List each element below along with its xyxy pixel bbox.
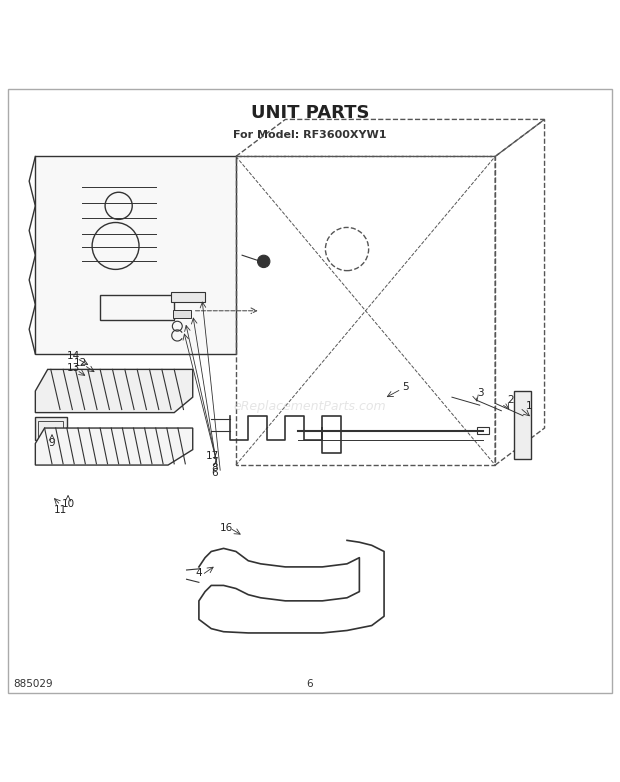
Text: 14: 14 — [66, 351, 79, 361]
Polygon shape — [35, 428, 193, 465]
Text: 6: 6 — [211, 468, 218, 478]
Bar — [173, 310, 192, 318]
Text: 885029: 885029 — [14, 679, 53, 688]
Text: 6: 6 — [307, 679, 313, 688]
Bar — [514, 391, 531, 459]
Bar — [35, 417, 68, 440]
Text: 17: 17 — [206, 450, 219, 461]
Text: 4: 4 — [195, 568, 202, 578]
Circle shape — [257, 255, 270, 267]
Text: 11: 11 — [54, 504, 67, 515]
Text: 1: 1 — [526, 401, 533, 411]
Text: eReplacementParts.com: eReplacementParts.com — [234, 400, 386, 413]
Text: 8: 8 — [211, 462, 218, 472]
Polygon shape — [35, 369, 193, 413]
Text: 5: 5 — [402, 382, 409, 393]
Text: 3: 3 — [477, 389, 484, 399]
Text: 12: 12 — [74, 358, 87, 368]
Bar — [477, 427, 489, 434]
Text: 16: 16 — [220, 523, 233, 533]
Bar — [171, 292, 205, 302]
Text: 7: 7 — [211, 457, 218, 467]
Text: 13: 13 — [66, 363, 79, 373]
Text: UNIT PARTS: UNIT PARTS — [250, 104, 370, 122]
Text: 10: 10 — [61, 499, 74, 509]
Text: 9: 9 — [49, 439, 55, 448]
Text: For Model: RF3600XYW1: For Model: RF3600XYW1 — [233, 130, 387, 140]
Bar — [38, 421, 63, 438]
Text: 2: 2 — [507, 395, 514, 404]
Bar — [100, 296, 174, 320]
Polygon shape — [35, 156, 236, 354]
